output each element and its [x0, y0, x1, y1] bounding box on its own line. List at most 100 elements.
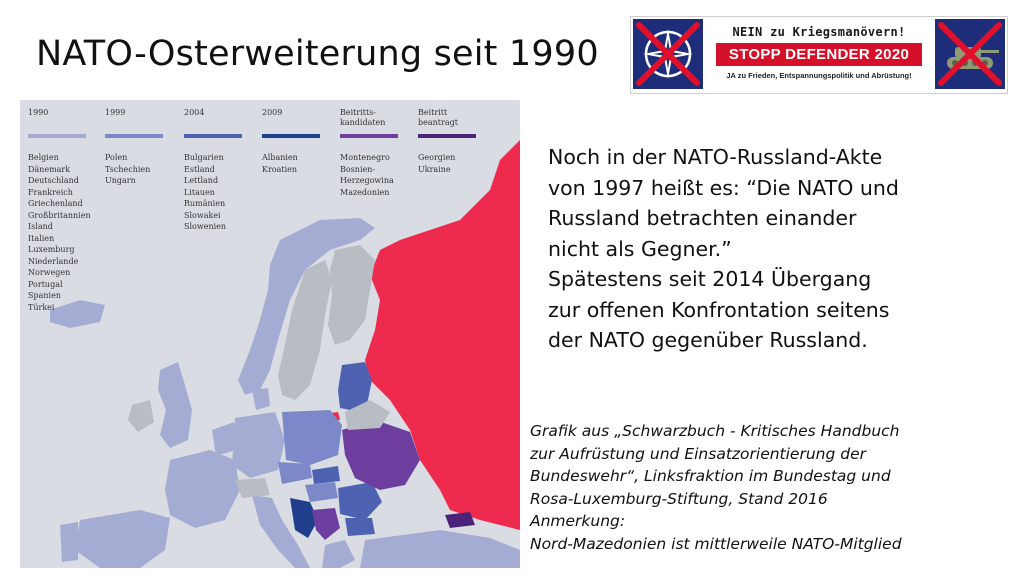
- map-region-belarus: [345, 400, 390, 430]
- nato-expansion-map: 1990 Belgien Dänemark Deutschland Frankr…: [20, 100, 520, 568]
- map-region-ireland: [128, 400, 154, 432]
- legend-country: Herzegowina: [340, 176, 394, 185]
- legend-heading: 2009: [262, 108, 283, 117]
- quote-line: von 1997 heißt es: “Die NATO und: [548, 175, 899, 200]
- legend-column-1990: 1990 Belgien Dänemark Deutschland Frankr…: [28, 108, 98, 313]
- legend-column-2009: 2009 Albanien Kroatien: [262, 108, 332, 175]
- map-region-germany: [232, 412, 285, 478]
- legend-country: Ungarn: [105, 176, 136, 185]
- quote-line: zur offenen Konfrontation seitens: [548, 297, 890, 322]
- map-region-norway: [238, 218, 375, 395]
- map-region-alps: [235, 478, 270, 498]
- tank-crossed-icon: [935, 19, 1005, 89]
- map-region-benelux: [212, 422, 236, 456]
- legend-heading: Beitritt beantragt: [418, 108, 458, 127]
- source-line: Nord-Mazedonien ist mittlerweile NATO-Mi…: [530, 534, 902, 553]
- map-region-denmark: [252, 388, 270, 410]
- source-line: Bundeswehr“, Linksfraktion im Bundestag …: [530, 467, 891, 485]
- quote-line: der NATO gegenüber Russland.: [548, 328, 868, 352]
- source-line: Rosa-Luxemburg-Stiftung, Stand 2016: [530, 489, 828, 508]
- legend-country: Norwegen: [28, 268, 71, 277]
- quote-line: Russland betrachten einander: [548, 206, 857, 230]
- map-region-slovakia: [312, 466, 340, 484]
- legend-country: Bosnien-: [340, 164, 376, 174]
- legend-color-bar: [105, 134, 163, 138]
- map-region-romania: [338, 482, 382, 520]
- map-region-finland: [328, 245, 375, 345]
- legend-color-bar: [184, 134, 242, 138]
- legend-country: Slowakei: [184, 210, 221, 220]
- quote-line: nicht als Gegner.”: [548, 236, 732, 261]
- map-region-france: [165, 450, 240, 528]
- banner-line-1: NEIN zu Kriegsmanövern!: [732, 25, 906, 39]
- legend-heading: 1999: [105, 108, 126, 117]
- legend-country: Tschechien: [105, 164, 151, 174]
- legend-country: Italien: [28, 233, 55, 243]
- legend-country: Montenegro: [340, 153, 390, 162]
- legend-country: Bulgarien: [184, 153, 224, 162]
- legend-country: Belgien: [28, 153, 59, 162]
- legend-color-bar: [262, 134, 320, 138]
- legend-column-candidates: Beitritts- kandidaten Montenegro Bosnien…: [340, 108, 410, 198]
- legend-country: Türkei: [28, 302, 55, 312]
- source-line: zur Aufrüstung und Einsatzorientierung d…: [530, 444, 867, 463]
- source-line: Anmerkung:: [530, 512, 626, 530]
- quote-text: Noch in der NATO-Russland-Akte von 1997 …: [548, 142, 1008, 356]
- map-region-spain: [75, 510, 170, 568]
- legend-column-2004: 2004 Bulgarien Estland Lettland Litauen …: [184, 108, 254, 233]
- legend-country: Estland: [184, 164, 215, 174]
- map-region-bulgaria: [345, 518, 375, 536]
- legend-country: Niederlande: [28, 256, 79, 266]
- legend-country: Ukraine: [418, 164, 451, 174]
- legend-country: Slowenien: [184, 222, 227, 231]
- legend-country: Portugal: [28, 279, 63, 289]
- map-region-ukraine: [342, 420, 420, 490]
- banner-line-3: JA zu Frieden, Entspannungspolitik und A…: [726, 71, 912, 80]
- page-title: NATO-Osterweiterung seit 1990: [36, 34, 599, 74]
- legend-column-applied: Beitritt beantragt Georgien Ukraine: [418, 108, 488, 175]
- map-region-hungary: [305, 482, 338, 502]
- nato-crossed-logo-icon: [633, 19, 703, 89]
- map-region-italy: [252, 495, 310, 568]
- map-region-turkey: [360, 530, 520, 568]
- legend-country: Spanien: [28, 291, 61, 300]
- quote-line: Noch in der NATO-Russland-Akte: [548, 145, 883, 169]
- map-region-sweden: [278, 260, 332, 400]
- legend-country: Großbritannien: [28, 210, 91, 220]
- europe-map-graphic: [50, 140, 520, 568]
- legend-column-1999: 1999 Polen Tschechien Ungarn: [105, 108, 175, 187]
- legend-country: Polen: [105, 153, 128, 162]
- map-region-balkans-2009: [290, 498, 318, 538]
- map-region-russia: [365, 140, 520, 530]
- legend-heading: 1990: [28, 108, 49, 117]
- legend-country: Griechenland: [28, 199, 83, 208]
- legend-country: Lettland: [184, 176, 219, 185]
- banner-line-2: STOPP DEFENDER 2020: [716, 43, 922, 66]
- map-region-balkans-candidates: [312, 508, 340, 540]
- legend-country: Deutschland: [28, 176, 79, 185]
- quote-line: Spätestens seit 2014 Übergang: [548, 267, 872, 291]
- legend-country: Island: [28, 222, 53, 231]
- map-region-baltics: [338, 362, 372, 412]
- legend-country: Kroatien: [262, 164, 298, 174]
- map-region-greece: [322, 540, 355, 568]
- map-region-uk: [158, 362, 192, 448]
- legend-country: Frankreich: [28, 187, 73, 197]
- legend-color-bar: [418, 134, 476, 138]
- map-region-poland: [282, 410, 342, 465]
- source-line: Grafik aus „Schwarzbuch - Kritisches Han…: [530, 422, 900, 440]
- source-note: Grafik aus „Schwarzbuch - Kritisches Han…: [530, 420, 1016, 555]
- legend-country: Georgien: [418, 153, 456, 162]
- legend-country: Luxemburg: [28, 245, 75, 254]
- legend-country: Mazedonien: [340, 187, 390, 197]
- legend-color-bar: [340, 134, 398, 138]
- legend-country: Rumänien: [184, 199, 226, 208]
- legend-country: Dänemark: [28, 164, 71, 174]
- map-region-iceland: [50, 300, 105, 328]
- map-region-portugal: [60, 522, 78, 562]
- legend-heading: 2004: [184, 108, 205, 117]
- legend-country: Litauen: [184, 187, 215, 197]
- legend-color-bar: [28, 134, 86, 138]
- map-region-czech: [278, 462, 312, 484]
- protest-banner: NEIN zu Kriegsmanövern! STOPP DEFENDER 2…: [630, 16, 1008, 94]
